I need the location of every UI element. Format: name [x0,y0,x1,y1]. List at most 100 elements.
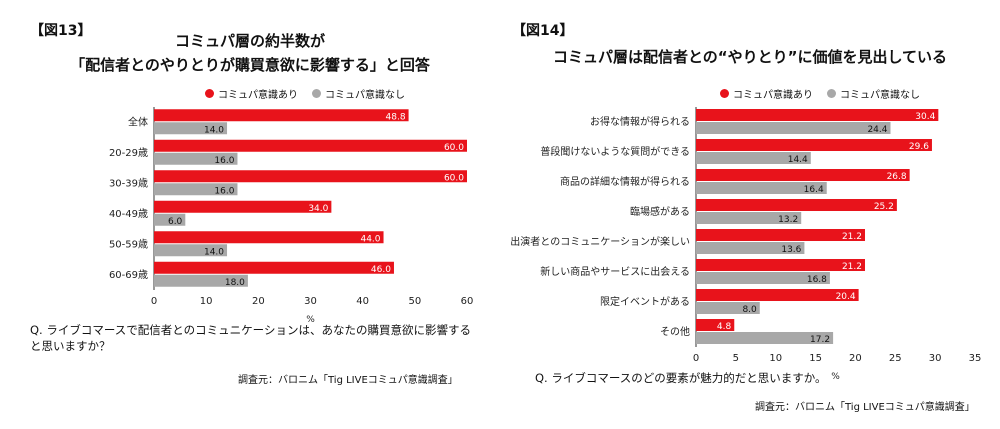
x-axis-label: % [831,372,840,380]
x-tick-label: 60 [461,296,474,307]
bar-with [154,200,332,213]
bar-with [696,319,735,331]
bar-without [696,272,830,284]
bar-with [696,139,932,151]
data-label: 24.4 [867,125,887,135]
bar-with [154,170,467,183]
data-label: 26.8 [887,172,907,182]
x-tick-label: 10 [200,296,213,307]
data-label: 14.0 [204,247,224,257]
category-label: 出演者とのコミュニケーションが楽しい [510,235,690,248]
data-label: 16.0 [214,156,234,166]
figure-13-tag: 【図13】 [30,23,92,39]
legend-swatch-with [720,89,729,98]
legend-label-without: コミュパ意識なし [325,90,405,101]
bar-with [154,109,409,122]
x-tick-label: 5 [733,353,739,364]
bar-with [696,289,859,301]
bar-with [696,199,897,211]
data-label: 4.8 [717,322,732,332]
bar-with [154,261,394,274]
data-label: 48.8 [386,112,406,122]
bar-without [696,242,805,254]
bar-without [154,122,228,135]
bar-without [154,213,186,226]
figure-13-question: Q. ライブコマースで配信者とのコミュニケーションは、あなたの購買意欲に影響する… [30,323,471,353]
data-label: 21.2 [842,232,862,242]
data-label: 46.0 [371,265,391,275]
bar-without [154,183,238,196]
data-label: 29.6 [909,142,929,152]
data-label: 25.2 [874,202,894,212]
data-label: 17.2 [810,335,830,345]
data-label: 44.0 [360,234,380,244]
category-label: 60-69歳 [109,269,148,281]
category-label: 新しい商品やサービスに出会える [540,265,690,278]
bar-with [696,229,865,241]
bar-with [696,109,939,121]
bar-without [696,332,834,344]
x-tick-label: 20 [252,296,265,307]
x-tick-label: 25 [889,353,902,364]
bar-without [154,274,248,287]
figure-14-tag: 【図14】 [512,23,574,39]
legend-label-without: コミュパ意識なし [840,90,920,101]
x-tick-label: 30 [929,353,942,364]
legend-swatch-without [827,89,836,98]
data-label: 60.0 [444,143,464,153]
data-label: 21.2 [842,262,862,272]
x-tick-label: 20 [849,353,862,364]
bar-without [696,122,891,134]
category-label: その他 [660,325,690,338]
figure-13-title: コミュパ層の約半数が 「配信者とのやりとりが購買意欲に影響する」と回答 [40,29,460,77]
figure-13-title-line1: コミュパ層の約半数が [174,32,325,50]
x-tick-label: 30 [304,296,317,307]
bar-without [696,212,802,224]
bar-without [696,302,760,314]
category-label: 40-49歳 [109,208,148,220]
x-tick-label: 50 [408,296,421,307]
bar-with [696,259,865,271]
figure-13-source: 調査元：バロニム「Tig LIVEコミュパ意識調査」 [238,375,458,386]
bar-with [154,139,467,152]
x-tick-label: 0 [693,353,699,364]
category-label: 普段聞けないような質問ができる [540,145,690,158]
bar-without [154,244,228,257]
bar-without [696,182,827,194]
legend-item-without: コミュパ意識なし [827,86,920,101]
data-label: 16.8 [807,275,827,285]
figure-13-legend: コミュパ意識あり コミュパ意識なし [205,86,415,101]
legend-swatch-without [312,89,321,98]
category-label: 20-29歳 [109,147,148,159]
data-label: 20.4 [836,292,856,302]
data-label: 30.4 [915,112,935,122]
data-label: 8.0 [742,305,757,315]
figure-14-chart: お得な情報が得られる 30.4 24.4 普段聞けないような質問ができる 29.6 14.… [510,107,982,380]
category-label: 限定イベントがある [600,295,690,308]
data-label: 60.0 [444,173,464,183]
data-label: 16.4 [804,185,824,195]
bar-without [696,152,811,164]
category-label: 30-39歳 [109,177,148,189]
x-tick-label: 35 [969,353,982,364]
x-tick-label: 10 [769,353,782,364]
category-label: 全体 [128,115,148,128]
legend-label-with: コミュパ意識あり [218,90,298,101]
legend-swatch-with [205,89,214,98]
x-tick-label: 40 [356,296,369,307]
category-label: 50-59歳 [109,238,148,250]
x-tick-label: 0 [151,296,157,307]
bar-with [696,169,910,181]
data-label: 14.0 [204,125,224,135]
figure-14-title: コミュパ層は配信者との“やりとり”に価値を見出している [552,48,948,66]
data-label: 14.4 [788,155,808,165]
x-tick-label: 15 [809,353,822,364]
data-label: 16.0 [214,186,234,196]
bar-without [154,152,238,165]
data-label: 13.2 [778,215,798,225]
legend-item-with: コミュパ意識あり [205,86,298,101]
figure-14-source: 調査元：バロニム「Tig LIVEコミュパ意識調査」 [755,402,975,413]
x-axis-label: % [306,315,315,325]
legend-item-with: コミュパ意識あり [720,86,813,101]
figure-14-legend: コミュパ意識あり コミュパ意識なし [720,86,930,101]
